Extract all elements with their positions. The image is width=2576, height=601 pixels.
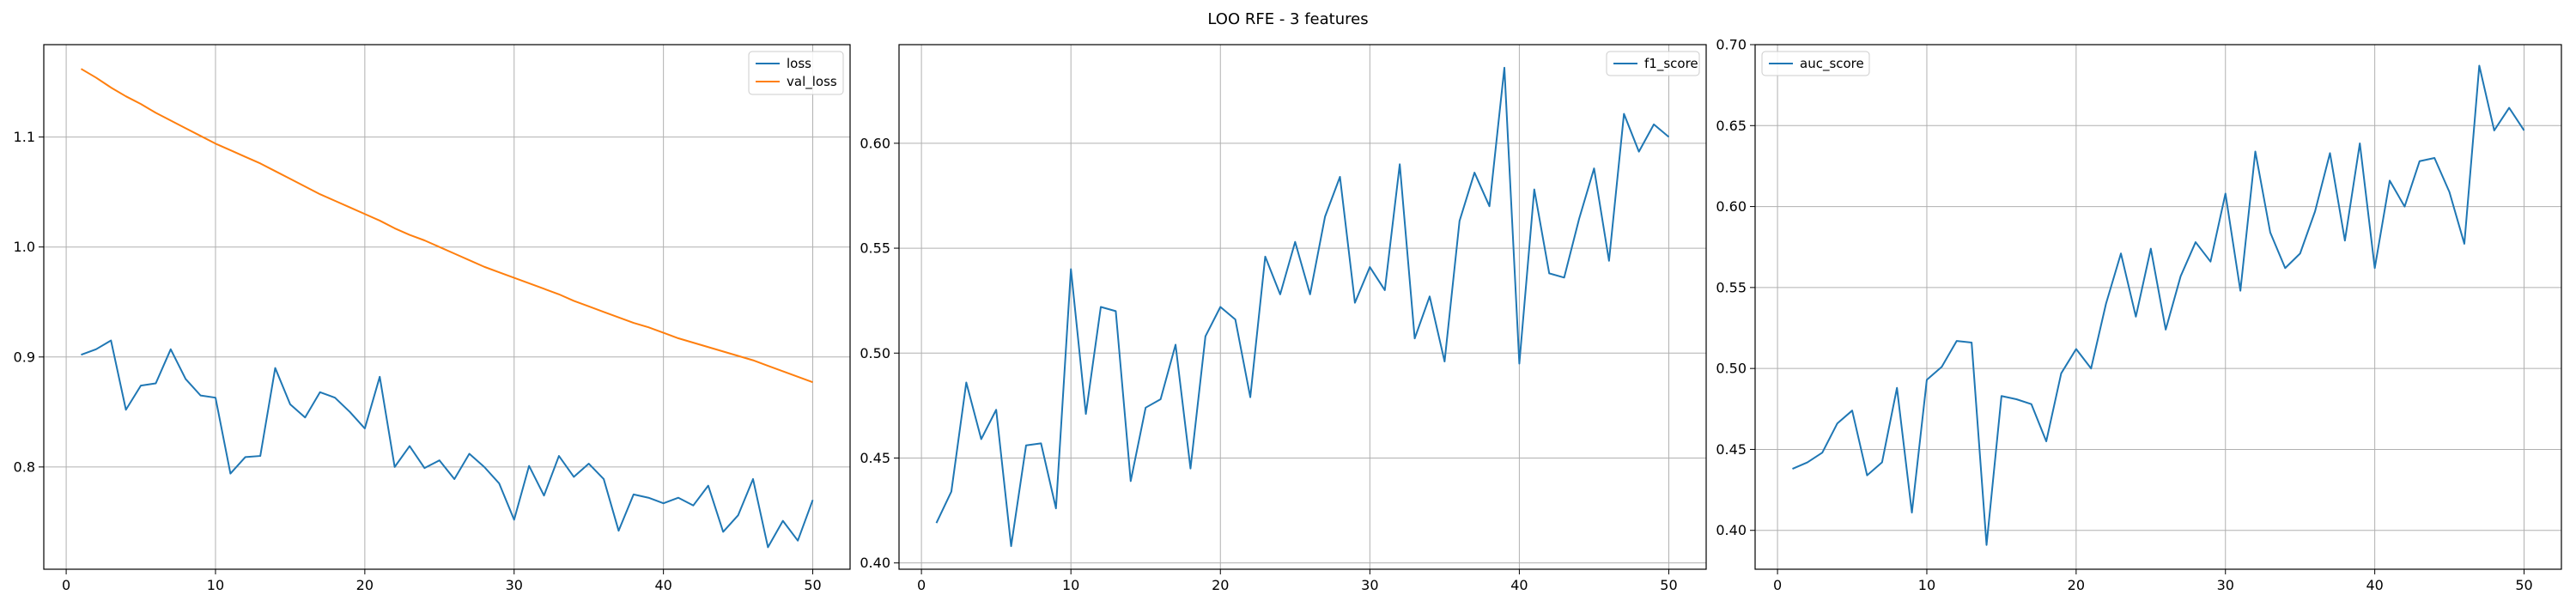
y-tick-label: 0.60 — [860, 135, 890, 151]
x-tick-label: 0 — [62, 577, 70, 593]
x-tick-label: 10 — [207, 577, 224, 593]
grid — [1755, 44, 2561, 569]
legend-label: val_loss — [787, 74, 837, 90]
x-tick-label: 0 — [917, 577, 926, 593]
x-tick-label: 20 — [1212, 577, 1229, 593]
x-tick-label: 20 — [2068, 577, 2085, 593]
y-tick-label: 0.40 — [860, 555, 890, 571]
y-tick-label: 0.70 — [1716, 37, 1747, 53]
x-tick-label: 30 — [1361, 577, 1378, 593]
y-tick-label: 0.45 — [1716, 441, 1747, 458]
legend-label: auc_score — [1800, 56, 1864, 72]
x-tick-label: 40 — [654, 577, 671, 593]
legend: f1_score — [1606, 51, 1700, 76]
series-line-loss — [81, 339, 814, 549]
x-tick-label: 50 — [2515, 577, 2532, 593]
y-tick-label: 0.50 — [1716, 361, 1747, 377]
x-tick-label: 50 — [1660, 577, 1677, 593]
y-tick-label: 0.45 — [860, 450, 890, 466]
f1-score-subplot: 0 10 20 30 40 50 0.40 0.45 0.50 0.55 0.60 f1_score — [860, 44, 1707, 593]
loss-subplot: 0 10 20 30 40 50 0.8 0.9 1.0 1.1 loss val_loss — [14, 44, 851, 593]
y-tick-label: 0.8 — [14, 458, 35, 475]
x-tick-label: 10 — [1062, 577, 1079, 593]
y-tick-label: 1.1 — [14, 129, 35, 145]
y-tick-label: 0.40 — [1716, 522, 1747, 538]
y-tick-label: 0.50 — [860, 345, 890, 361]
x-tick-label: 20 — [356, 577, 374, 593]
y-tick-label: 0.55 — [1716, 279, 1747, 295]
auc-score-subplot: 0 10 20 30 40 50 0.40 0.45 0.50 0.55 0.60 0.65 0.70 a… — [1716, 37, 2562, 593]
series-line-auc-score — [1792, 64, 2525, 546]
legend-box — [1606, 51, 1700, 76]
x-tick-label: 10 — [1918, 577, 1935, 593]
legend-label: f1_score — [1644, 56, 1698, 72]
axes-frame — [1754, 44, 2562, 570]
axes-frame — [43, 44, 851, 570]
legend-label: loss — [787, 56, 811, 71]
series-line-val-loss — [80, 68, 813, 384]
y-tick-label: 0.60 — [1716, 198, 1747, 215]
legend: loss val_loss — [748, 51, 844, 95]
y-tick-label: 1.0 — [14, 239, 35, 255]
legend: auc_score — [1761, 51, 1870, 76]
x-tick-label: 40 — [1510, 577, 1528, 593]
axes-frame — [898, 44, 1707, 570]
x-tick-label: 30 — [2217, 577, 2234, 593]
legend-box — [1761, 51, 1870, 76]
x-tick-label: 0 — [1773, 577, 1782, 593]
series-line-f1-score — [935, 66, 1670, 548]
x-tick-label: 40 — [2366, 577, 2383, 593]
figure-title: LOO RFE - 3 features — [1207, 10, 1368, 28]
x-tick-label: 30 — [506, 577, 523, 593]
y-tick-label: 0.9 — [14, 349, 35, 365]
x-tick-label: 50 — [804, 577, 821, 593]
y-tick-label: 0.65 — [1716, 118, 1747, 134]
y-tick-label: 0.55 — [860, 240, 890, 257]
legend-box — [748, 51, 844, 95]
grid — [44, 45, 850, 569]
